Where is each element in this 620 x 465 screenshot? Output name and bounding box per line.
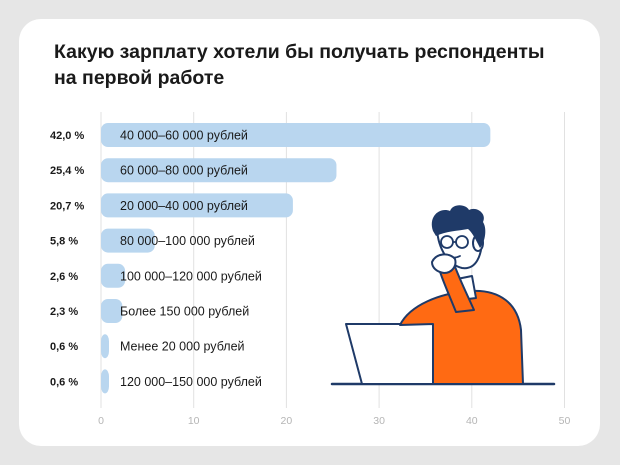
value-label: 5,8 % — [50, 236, 78, 248]
bar — [101, 299, 123, 323]
x-tick-label: 40 — [466, 415, 478, 427]
value-label: 42,0 % — [50, 130, 84, 142]
x-tick-label: 10 — [188, 415, 200, 427]
x-tick-label: 20 — [281, 415, 293, 427]
value-label: 0,6 % — [50, 341, 78, 353]
bar-labels: 42,0 % 40 000–60 000 рублей 25,4 % 60 000–8… — [50, 129, 262, 389]
x-tick-label: 50 — [559, 415, 571, 427]
bars — [101, 123, 491, 394]
value-label: 2,3 % — [50, 306, 78, 318]
bar — [101, 369, 109, 394]
x-tick-label: 30 — [373, 415, 385, 427]
bar — [101, 123, 491, 147]
category-label: 100 000–120 000 рублей — [120, 269, 262, 283]
bar — [101, 193, 293, 218]
category-label: 80 000–100 000 рублей — [120, 234, 255, 248]
category-label: Более 150 000 рублей — [120, 305, 249, 319]
bar — [101, 263, 126, 288]
person-thinking-at-laptop-icon — [330, 205, 556, 386]
bar — [101, 334, 109, 359]
value-label: 0,6 % — [50, 376, 78, 388]
x-axis-ticks: 0 10 20 30 40 50 — [98, 415, 570, 427]
bar — [101, 158, 337, 183]
value-label: 20,7 % — [50, 200, 84, 212]
category-label: 60 000–80 000 рублей — [120, 164, 248, 178]
category-label: 120 000–150 000 рублей — [120, 375, 262, 389]
category-label: 40 000–60 000 рублей — [120, 129, 248, 143]
category-label: 20 000–40 000 рублей — [120, 199, 248, 213]
value-label: 2,6 % — [50, 271, 78, 283]
value-label: 25,4 % — [50, 165, 84, 177]
x-tick-label: 0 — [98, 415, 104, 427]
chart-title: Какую зарплату хотели бы получать респон… — [54, 41, 545, 89]
category-label: Менее 20 000 рублей — [120, 340, 245, 354]
bar — [101, 228, 155, 253]
